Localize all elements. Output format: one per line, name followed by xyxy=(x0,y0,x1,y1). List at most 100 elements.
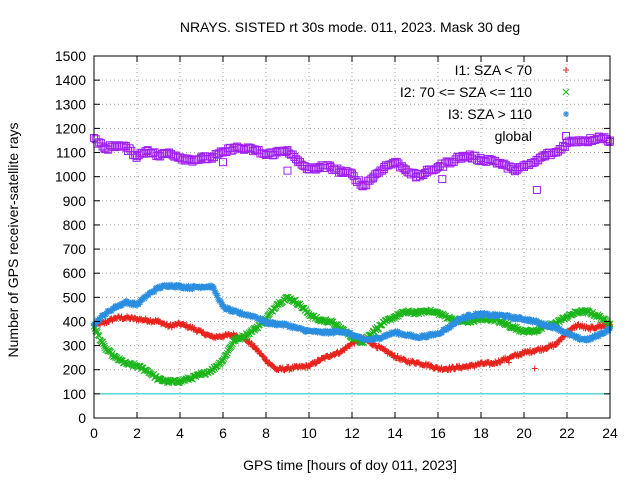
outlier-point xyxy=(531,365,538,372)
y-tick-label: 900 xyxy=(63,193,87,209)
data-point-dense xyxy=(137,299,144,306)
grid xyxy=(94,56,610,418)
y-tick-label: 100 xyxy=(63,386,87,402)
data-point-dense xyxy=(587,326,594,333)
legend-label: I3: SZA > 110 xyxy=(448,106,532,122)
x-tick-label: 2 xyxy=(133,425,141,441)
data-point-dense xyxy=(121,301,128,308)
data-point-dense xyxy=(439,329,446,336)
outlier-point xyxy=(283,166,292,175)
data-point-dense xyxy=(261,317,268,324)
outlier-point xyxy=(438,175,447,184)
data-point-dense xyxy=(369,337,376,344)
x-axis-label: GPS time [hours of doy 011, 2023] xyxy=(243,457,457,473)
data-point-dense xyxy=(527,318,534,325)
data-point-dense xyxy=(396,329,403,336)
data-point-dense xyxy=(395,331,402,338)
data-point-dense xyxy=(542,320,549,327)
x-tick-label: 18 xyxy=(473,425,489,441)
data-point-dense xyxy=(534,318,541,325)
data-point-dense xyxy=(220,355,228,362)
data-point-dense xyxy=(325,330,332,337)
data-point-dense xyxy=(479,313,486,320)
data-point-dense xyxy=(549,325,556,332)
data-point-dense xyxy=(493,360,500,367)
data-point-dense xyxy=(248,339,255,346)
x-tick-label: 12 xyxy=(344,425,360,441)
data-point-dense xyxy=(570,331,577,338)
data-point-dense xyxy=(529,319,536,326)
data-point-dense xyxy=(178,282,185,289)
chart-title: NRAYS. SISTED rt 30s mode. 011, 2023. Ma… xyxy=(180,19,520,35)
y-tick-label: 1500 xyxy=(55,48,86,64)
outlier-point xyxy=(219,158,227,167)
data-point-dense xyxy=(210,285,217,292)
data-point-dense xyxy=(603,329,610,336)
data-point-dense xyxy=(595,333,602,340)
data-point-dense xyxy=(502,314,509,321)
data-point-dense xyxy=(217,298,224,305)
data-point-dense xyxy=(259,353,266,360)
data-point-dense xyxy=(593,312,601,320)
data-point-dense xyxy=(463,315,470,322)
legend-label: I1: SZA < 70 xyxy=(455,62,533,78)
data-point-dense xyxy=(250,343,257,350)
legend-marker xyxy=(562,88,570,96)
data-point-dense xyxy=(279,319,286,326)
data-point-dense xyxy=(212,288,219,295)
data-point-dense xyxy=(92,320,99,327)
legend-marker xyxy=(563,67,569,73)
data-point-dense xyxy=(151,288,158,295)
y-tick-label: 400 xyxy=(63,313,87,329)
data-point-dense xyxy=(220,303,227,310)
data-point-dense xyxy=(459,315,466,322)
y-tick-label: 500 xyxy=(63,289,87,305)
x-tick-label: 24 xyxy=(602,425,618,441)
data-point-dense xyxy=(316,358,323,365)
data-point-dense xyxy=(167,281,174,288)
data-point-dense xyxy=(308,312,315,320)
data-point-dense xyxy=(189,286,196,293)
data-point-dense xyxy=(236,336,244,343)
data-point-dense xyxy=(108,308,115,315)
data-point-dense xyxy=(249,314,256,321)
data-point-dense xyxy=(347,329,354,336)
y-tick-label: 300 xyxy=(63,338,87,354)
data-point-dense xyxy=(206,283,213,290)
x-tick-label: 10 xyxy=(301,425,317,441)
y-tick-label: 1400 xyxy=(55,72,86,88)
x-tick-label: 0 xyxy=(90,425,98,441)
x-tick-label: 8 xyxy=(262,425,270,441)
y-tick-label: 1300 xyxy=(55,96,86,112)
data-point-dense xyxy=(555,316,563,324)
data-point-dense xyxy=(223,351,230,359)
data-point-dense xyxy=(379,334,386,341)
y-tick-label: 200 xyxy=(63,362,87,378)
data-point-dense xyxy=(603,137,612,146)
data-point-dense xyxy=(527,316,534,323)
data-point-dense xyxy=(582,307,589,314)
y-tick-label: 1200 xyxy=(55,120,86,136)
outlier-point xyxy=(532,185,541,194)
data-point-dense xyxy=(336,350,343,357)
x-tick-label: 22 xyxy=(559,425,575,441)
data-point-dense xyxy=(111,305,118,312)
data-point-dense xyxy=(412,334,419,341)
y-axis-label: Number of GPS receiver-satellite rays xyxy=(5,123,21,358)
data-point-dense xyxy=(99,338,106,346)
legend-label: I2: 70 <= SZA <= 110 xyxy=(400,84,532,100)
legend-marker xyxy=(563,111,569,117)
data-point-dense xyxy=(257,314,264,321)
legend-label: global xyxy=(495,128,532,144)
data-point-dense xyxy=(571,332,578,339)
data-point-dense xyxy=(251,343,258,350)
tick-layer: 0 2 4 6 8 10 12 14 16 18 20 22 240100200300400500600… xyxy=(55,48,618,441)
data-point-dense xyxy=(588,336,595,343)
data-point-dense xyxy=(481,309,488,316)
data-point-dense xyxy=(312,360,319,367)
data-point-dense xyxy=(554,341,561,348)
data-point-dense xyxy=(214,292,221,299)
data-point-dense xyxy=(100,340,107,348)
